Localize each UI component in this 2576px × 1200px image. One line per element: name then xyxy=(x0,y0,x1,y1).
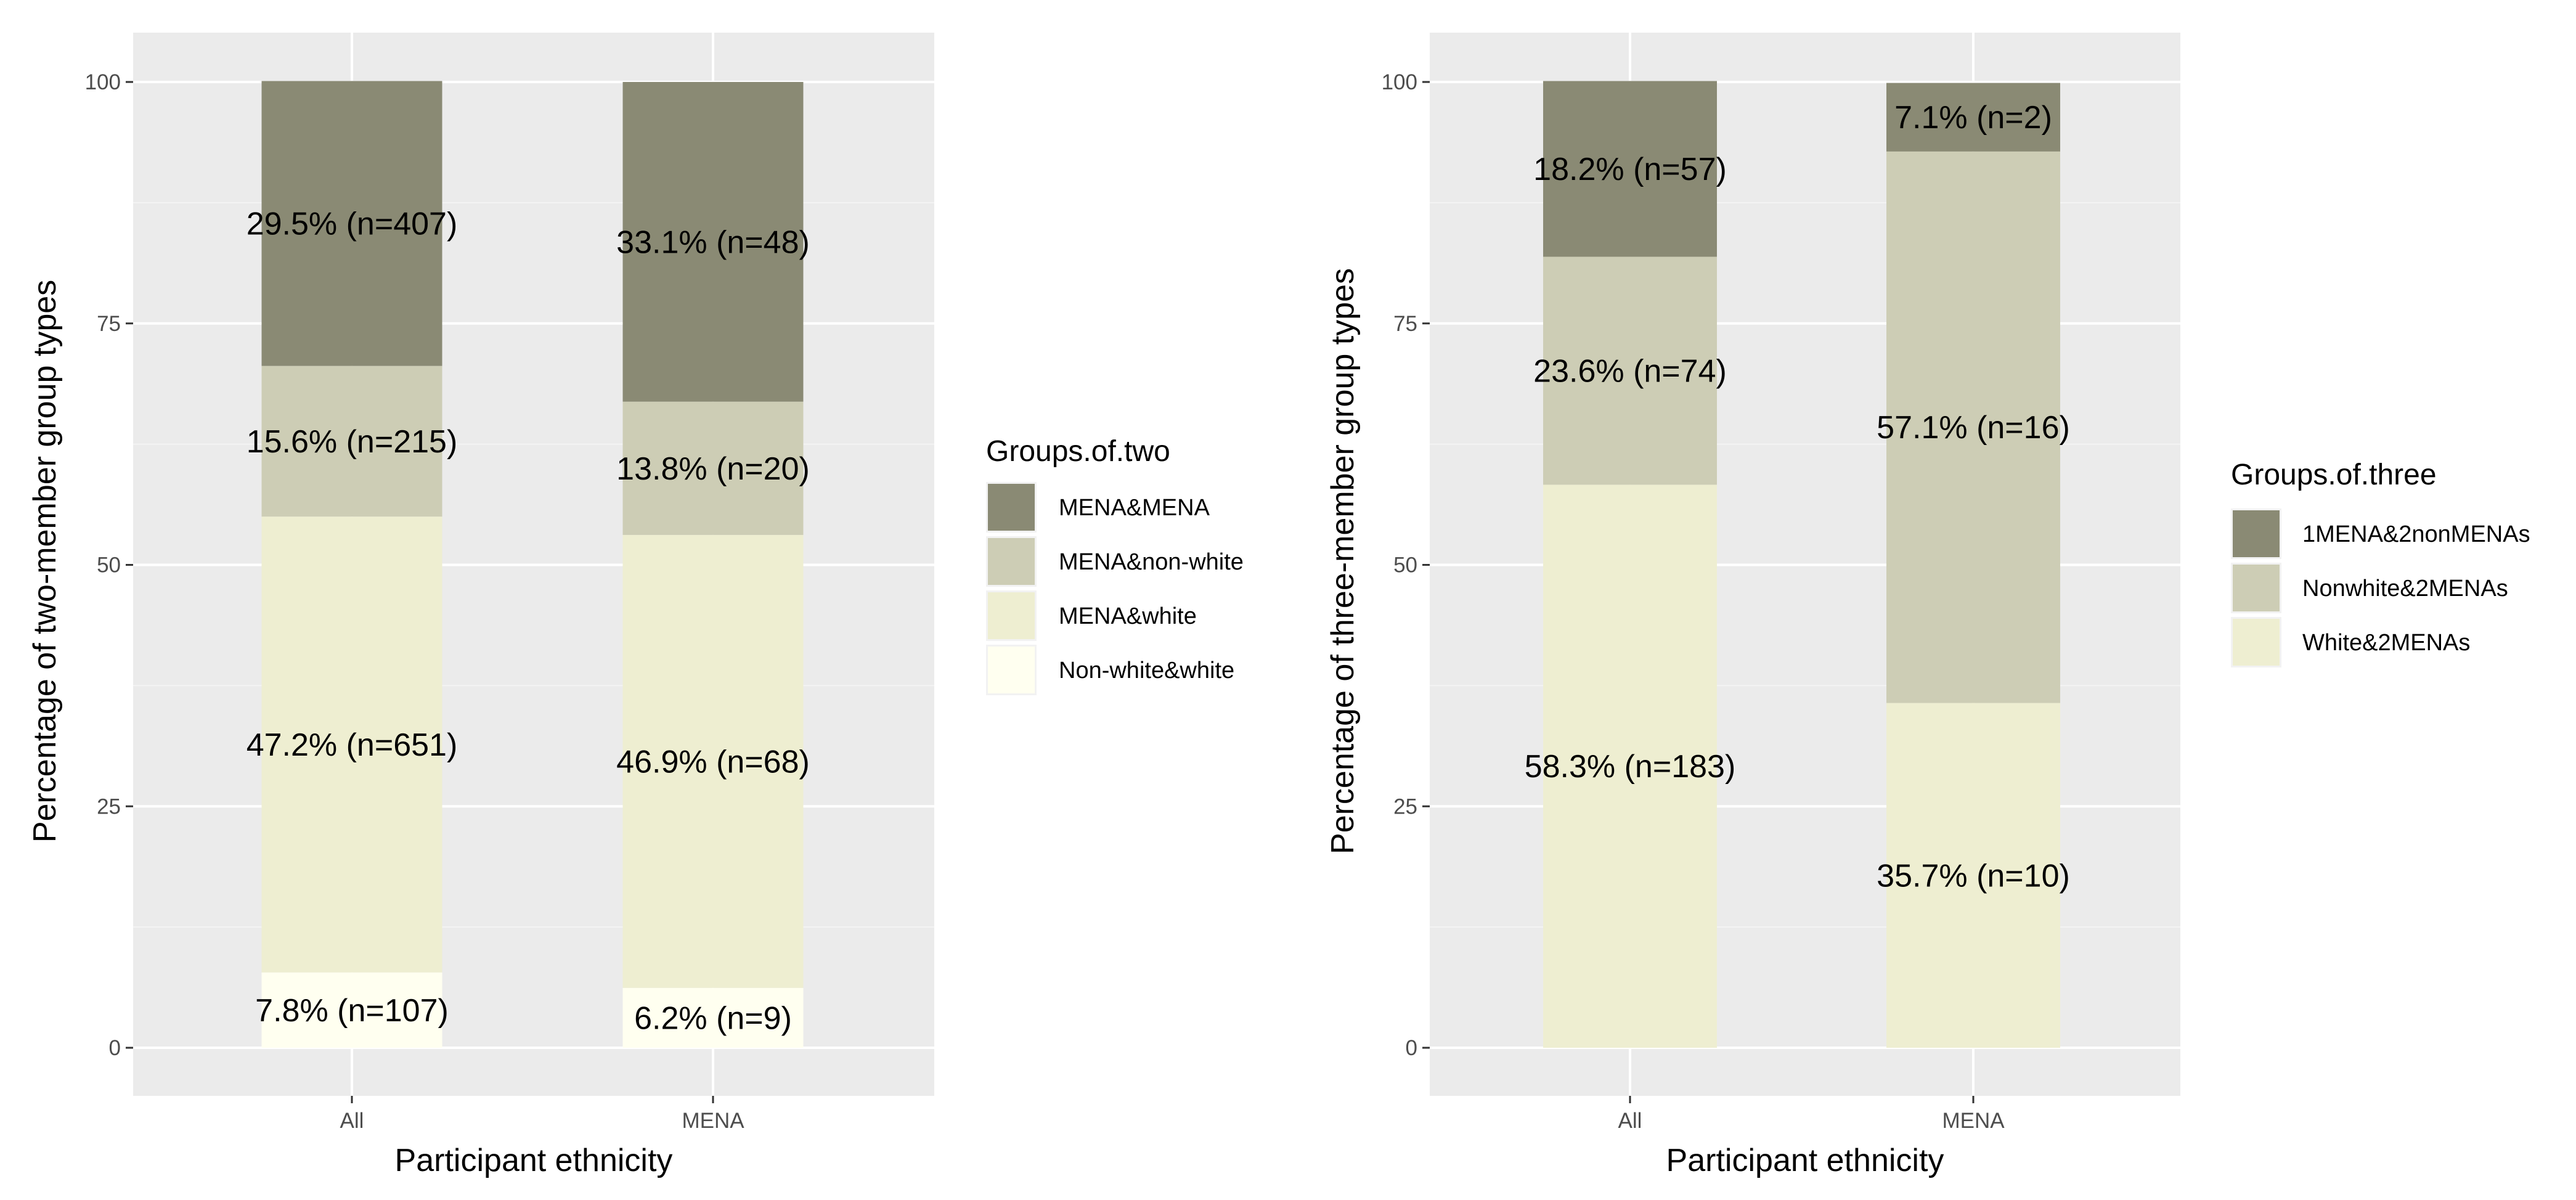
legend-swatch xyxy=(988,592,1035,639)
bar-1mena-2nonmenas-all xyxy=(1543,81,1717,257)
y-tick-label: 100 xyxy=(1382,70,1417,94)
y-axis-title: Percentage of three-member group types xyxy=(1325,268,1361,854)
legend-label: White&2MENAs xyxy=(2302,630,2470,656)
data-label: 23.6% (n=74) xyxy=(1533,354,1727,390)
legend-title: Groups.of.two xyxy=(986,435,1170,468)
bar-mena-mena-mena xyxy=(622,82,804,402)
y-tick-label: 25 xyxy=(1393,794,1417,818)
data-label: 7.1% (n=2) xyxy=(1894,100,2052,136)
bar-mena-white-mena xyxy=(622,534,804,988)
legend-swatch xyxy=(988,538,1035,585)
chart-panel-1: 0 25 50 75 100 7.8% (n=107) 47.2% (n=651) 15.6%… xyxy=(27,33,1244,1178)
bar-nonwhite-2menas-mena xyxy=(1886,151,2060,703)
data-label: 46.9% (n=68) xyxy=(616,744,810,780)
data-label: 18.2% (n=57) xyxy=(1533,152,1727,187)
data-label: 6.2% (n=9) xyxy=(634,1000,792,1036)
bar-white-2menas-mena xyxy=(1886,703,2060,1048)
x-tick-label: MENA xyxy=(1942,1109,2005,1133)
y-tick-label: 50 xyxy=(1393,553,1417,578)
legend-label: MENA&white xyxy=(1059,603,1197,629)
x-axis-title: Participant ethnicity xyxy=(1666,1143,1944,1178)
bar-non-white-white-mena xyxy=(622,987,804,1048)
y-tick-label: 0 xyxy=(1406,1036,1417,1060)
legend-label: Nonwhite&2MENAs xyxy=(2302,576,2508,602)
y-tick-label: 25 xyxy=(97,794,121,818)
legend-swatch xyxy=(2233,619,2280,666)
data-label: 29.5% (n=407) xyxy=(247,206,458,242)
bar-1mena-2nonmenas-mena xyxy=(1886,83,2060,152)
bar-non-white-white-all xyxy=(261,972,442,1048)
x-axis-title: Participant ethnicity xyxy=(395,1143,673,1178)
data-label: 47.2% (n=651) xyxy=(247,727,458,763)
y-tick-label: 75 xyxy=(1393,312,1417,336)
legend-label: MENA&MENA xyxy=(1059,495,1210,521)
bar-nonwhite-2menas-all xyxy=(1543,256,1717,485)
data-label: 33.1% (n=48) xyxy=(616,224,810,260)
bar-mena-mena-all xyxy=(261,81,442,366)
legend-swatch xyxy=(2233,510,2280,557)
y-tick-label: 75 xyxy=(97,312,121,336)
legend-swatch xyxy=(988,484,1035,531)
bar-mena-non-white-all xyxy=(261,365,442,517)
bar-mena-non-white-mena xyxy=(622,401,804,535)
x-tick-label: MENA xyxy=(682,1109,744,1133)
x-tick-label: All xyxy=(1618,1109,1642,1133)
legend-swatch xyxy=(988,647,1035,693)
data-label: 15.6% (n=215) xyxy=(247,424,458,460)
chart-panel-2: 0 25 50 75 100 58.3% (n=183) 23.6% (n=74) 18.2%… xyxy=(1325,33,2530,1178)
data-label: 57.1% (n=16) xyxy=(1877,410,2070,446)
legend-swatch xyxy=(2233,565,2280,611)
y-tick-label: 100 xyxy=(85,70,121,94)
bar-mena-white-all xyxy=(261,516,442,973)
bar-white-2menas-all xyxy=(1543,484,1717,1048)
y-axis-title: Percentage of two-member group types xyxy=(27,280,63,843)
legend-label: 1MENA&2nonMENAs xyxy=(2302,521,2530,547)
legend-label: Non-white&white xyxy=(1059,658,1234,684)
x-tick-label: All xyxy=(340,1109,364,1133)
data-label: 58.3% (n=183) xyxy=(1525,749,1736,785)
legend-title: Groups.of.three xyxy=(2231,459,2437,491)
data-label: 13.8% (n=20) xyxy=(616,451,810,487)
data-label: 7.8% (n=107) xyxy=(255,993,449,1029)
y-tick-label: 0 xyxy=(109,1036,121,1060)
legend-label: MENA&non-white xyxy=(1059,549,1244,575)
data-label: 35.7% (n=10) xyxy=(1877,858,2070,894)
y-tick-label: 50 xyxy=(97,553,121,578)
